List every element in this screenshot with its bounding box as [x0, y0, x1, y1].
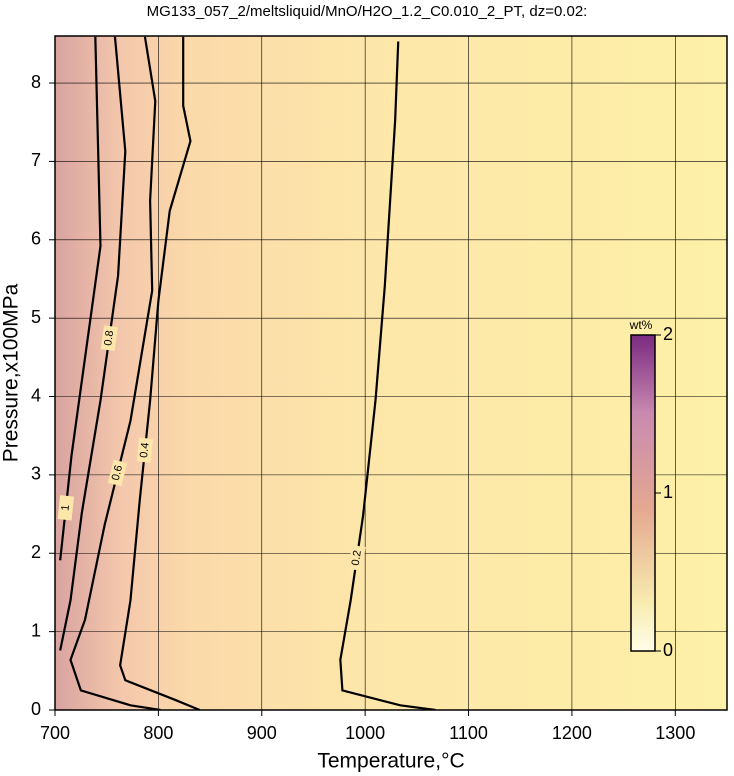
contour-label-bg: [100, 325, 118, 351]
contour-label-bg: [57, 495, 75, 521]
y-tick-label: 5: [31, 307, 41, 327]
y-tick-label: 4: [31, 385, 41, 405]
y-tick-label: 2: [31, 542, 41, 562]
colorbar-tick-label: 0: [663, 640, 673, 660]
contour-line: [69, 36, 161, 710]
x-tick-label: 900: [247, 723, 277, 743]
colorbar-tick-label: 2: [663, 324, 673, 344]
x-tick-label: 1300: [655, 723, 695, 743]
x-tick-label: 1100: [449, 723, 488, 743]
contour-label: 0.8: [102, 330, 116, 347]
colorbar-tick-label: 1: [663, 482, 673, 502]
contour-line: [59, 36, 127, 651]
y-tick-label: 6: [31, 229, 41, 249]
y-tick-label: 0: [31, 699, 41, 719]
x-tick-label: 700: [40, 723, 70, 743]
contour-label: 0.2: [350, 550, 364, 567]
contour-label-bg: [348, 545, 366, 571]
x-axis-label: Temperature,°C: [317, 750, 464, 773]
contour-label-bg: [107, 459, 128, 487]
x-tick-label: 1000: [345, 723, 385, 743]
plot-frame: [54, 35, 728, 711]
contours: 0.2 0.4 0.6 0.8 1: [57, 36, 436, 710]
x-tick-label: 1200: [552, 723, 592, 743]
contour-label-bg: [136, 437, 154, 463]
contour-label: 0.4: [138, 442, 152, 458]
contour-label: 1: [59, 504, 72, 511]
y-tick-label: 7: [31, 150, 41, 170]
colorbar-label: wt%: [629, 318, 653, 332]
y-tick-label: 1: [31, 620, 41, 640]
grid: [54, 36, 727, 711]
colorbar: [630, 334, 656, 652]
plot-background: [55, 36, 727, 710]
y-tick-label: 3: [31, 464, 41, 484]
y-axis-label: Pressure,x100MPa: [0, 283, 23, 462]
y-tick-label: 8: [31, 72, 41, 92]
x-tick-label: 800: [143, 723, 173, 743]
contour-label: 0.6: [110, 464, 125, 482]
chart-title: MG133_057_2/meltsliquid/MnO/H2O_1.2_C0.0…: [147, 3, 588, 20]
